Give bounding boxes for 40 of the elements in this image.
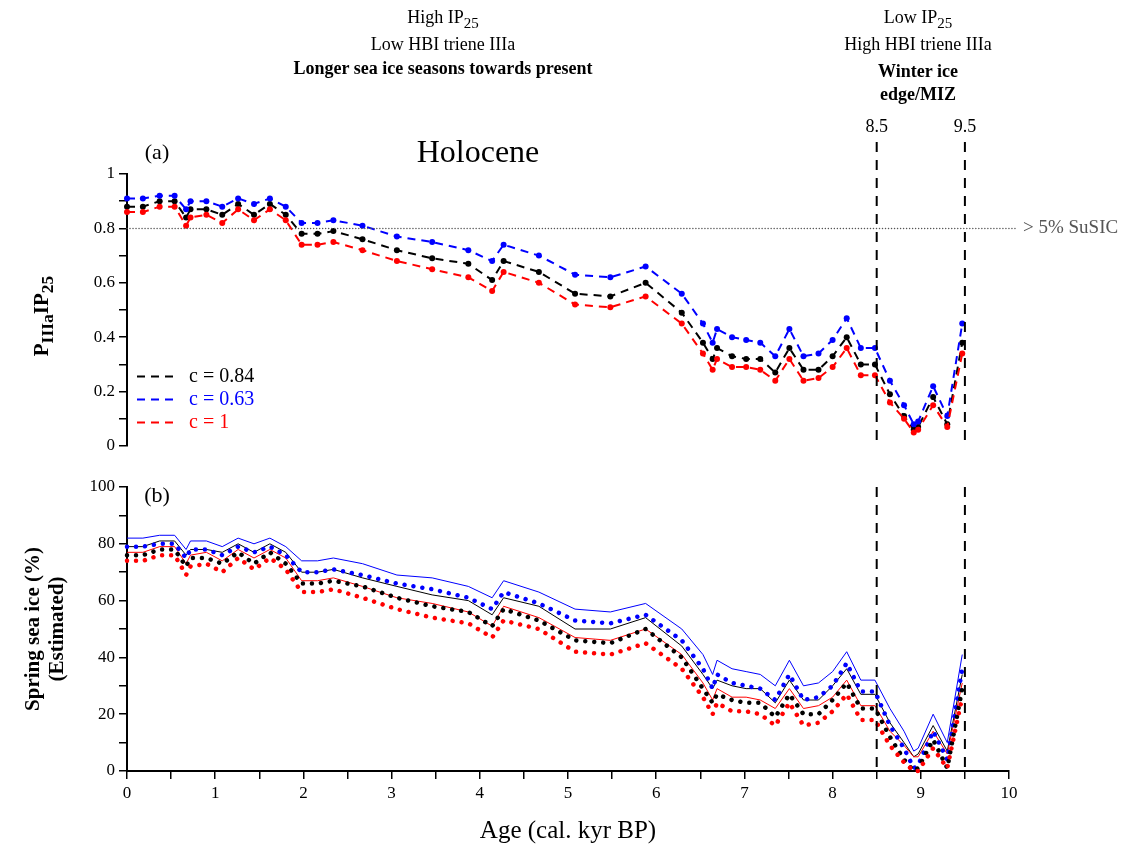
x-tick-label: 10 [1000, 782, 1018, 802]
y-tick-label: 0.8 [93, 217, 115, 237]
x-tick-label: 1 [210, 782, 220, 802]
x-tick-label: 9 [916, 782, 926, 802]
x-tick-label: 4 [475, 782, 485, 802]
y-tick-label: 0.2 [93, 381, 115, 401]
legend-label: c = 1 [189, 409, 230, 432]
x-tick-label: 2 [299, 782, 308, 802]
x-axis-title: Age (cal. kyr BP) [479, 815, 657, 844]
text: High IP$_{25}$ [407, 6, 479, 33]
text: Low IP$_{25}$ [883, 6, 953, 33]
ref-line-label: > 5% SuSIC [1023, 216, 1119, 238]
x-tick-label: 6 [651, 782, 661, 802]
text: Longer sea ice seasons towards present [293, 57, 593, 80]
y-tick-label: 60 [98, 590, 115, 610]
text: High HBI triene IIIa [844, 33, 992, 56]
text: (a) [144, 138, 170, 166]
y-tick-label: 80 [98, 533, 115, 553]
ref-line-label: 9.5 [953, 115, 977, 136]
y-tick-label: 0 [106, 760, 115, 780]
annotation: (b) [144, 481, 170, 509]
x-tick-label: 8 [828, 782, 837, 802]
y-tick-label: 1 [106, 163, 115, 183]
y-tick-label: 40 [98, 646, 115, 666]
y-tick-label: 0.6 [93, 272, 115, 292]
y-tick-label: 100 [89, 476, 115, 496]
y-axis-title: Spring sea ice (%) (Estimated) [20, 547, 68, 711]
x-tick-label: 5 [563, 782, 573, 802]
legend-label: c = 0.63 [189, 386, 255, 409]
legend-label: c = 0.84 [189, 363, 255, 386]
text: Winter ice edge/MIZ [877, 60, 959, 106]
text: Holocene [416, 132, 540, 171]
x-tick-label: 0 [122, 782, 132, 802]
ref-line-label: 8.5 [865, 115, 888, 136]
x-tick-label: 3 [387, 782, 396, 802]
y-tick-label: 0.4 [93, 326, 116, 346]
text: Low HBI triene IIIa [370, 33, 516, 56]
y-tick-label: 0 [106, 435, 115, 455]
x-tick-label: 7 [740, 782, 750, 802]
y-tick-label: 20 [98, 703, 115, 723]
